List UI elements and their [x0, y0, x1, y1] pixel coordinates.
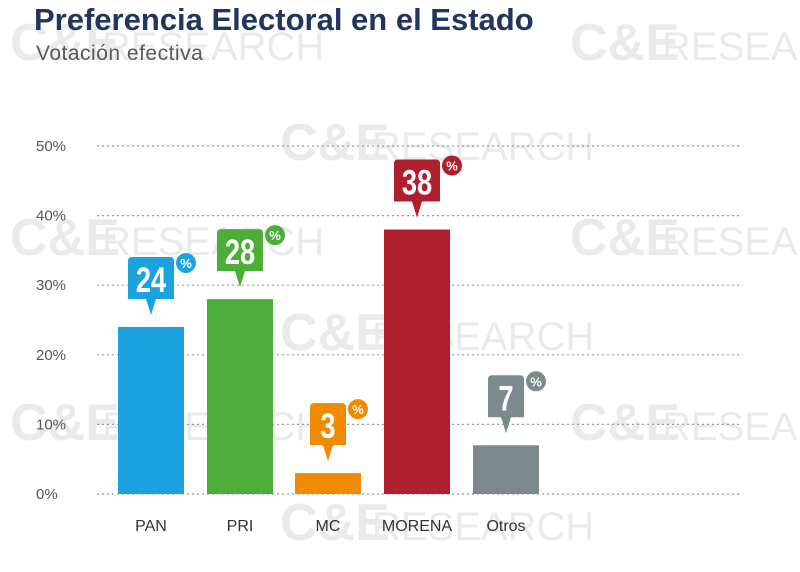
watermark-brand: C&E — [570, 394, 680, 452]
bar-morena — [384, 229, 450, 494]
watermark-word: RESEARCH — [662, 25, 800, 69]
percent-sign: % — [446, 159, 458, 174]
watermark-word: RESEARCH — [102, 25, 324, 69]
watermark-brand: C&E — [570, 209, 680, 267]
y-tick-label: 0% — [36, 486, 58, 503]
percent-badge — [176, 252, 196, 273]
y-tick-label: 20% — [36, 347, 66, 364]
bar-pan — [118, 326, 184, 494]
percent-badge — [265, 225, 285, 246]
watermark-brand: C&E — [280, 494, 390, 552]
y-tick-label: 30% — [36, 277, 66, 294]
x-tick-label: MORENA — [382, 518, 453, 535]
watermark-word: RESEARCH — [662, 405, 800, 449]
percent-badge — [442, 155, 462, 176]
x-tick-label: PAN — [135, 518, 167, 535]
value-callout-pan: 24% — [128, 252, 196, 315]
percent-sign: % — [530, 374, 542, 389]
watermark-word: RESEARCH — [662, 220, 800, 264]
value-label: 28 — [225, 233, 255, 272]
watermark-brand: C&E — [570, 14, 680, 72]
y-tick-label: 10% — [36, 416, 66, 433]
x-axis-category-labels: PAN PRI MC MORENA Otros — [135, 518, 525, 535]
value-label: 7 — [498, 379, 513, 418]
bar-otros — [473, 445, 539, 494]
value-callout-mc: 3% — [310, 399, 368, 462]
watermark-word: RESEARCH — [102, 220, 324, 264]
callout-marker — [128, 256, 174, 315]
chart-subtitle: Votación efectiva — [36, 42, 204, 65]
value-callout-otros: 7% — [488, 371, 546, 434]
callout-marker — [310, 403, 346, 462]
value-callouts: 24% 28 %3 %38 %7% — [128, 155, 546, 462]
bars — [118, 229, 539, 494]
x-tick-label: PRI — [227, 518, 254, 535]
percent-badge — [526, 371, 546, 392]
y-axis-tick-labels: 0% 10% 20% 30% 40% 50% — [36, 138, 66, 503]
bar-mc — [295, 473, 361, 494]
value-callout-pri: 28% — [217, 225, 285, 288]
watermark-brand: C&E — [280, 304, 390, 362]
value-label: 38 — [402, 163, 432, 202]
percent-sign: % — [269, 228, 281, 243]
bar-pri — [207, 299, 273, 494]
y-tick-label: 50% — [36, 138, 66, 155]
watermark-brand: C&E — [10, 394, 120, 452]
watermark-word: RESEARCH — [372, 505, 594, 549]
x-tick-label: Otros — [486, 518, 525, 535]
percent-badge — [348, 399, 368, 420]
chart-title: Preferencia Electoral en el Estado — [34, 2, 534, 37]
value-label: 3 — [320, 407, 335, 446]
callout-marker — [217, 229, 263, 288]
percent-sign: % — [352, 402, 364, 417]
x-tick-label: MC — [316, 518, 341, 535]
callout-marker — [488, 375, 524, 434]
callout-marker — [394, 159, 440, 218]
watermark-brand: C&E — [280, 114, 390, 172]
y-tick-label: 40% — [36, 208, 66, 225]
value-label: 24 — [136, 261, 167, 300]
watermark-brand: C&E — [10, 209, 120, 267]
watermark-brand: C&E — [10, 14, 120, 72]
value-callout-morena: 38% — [394, 155, 462, 218]
percent-sign: % — [180, 256, 192, 271]
